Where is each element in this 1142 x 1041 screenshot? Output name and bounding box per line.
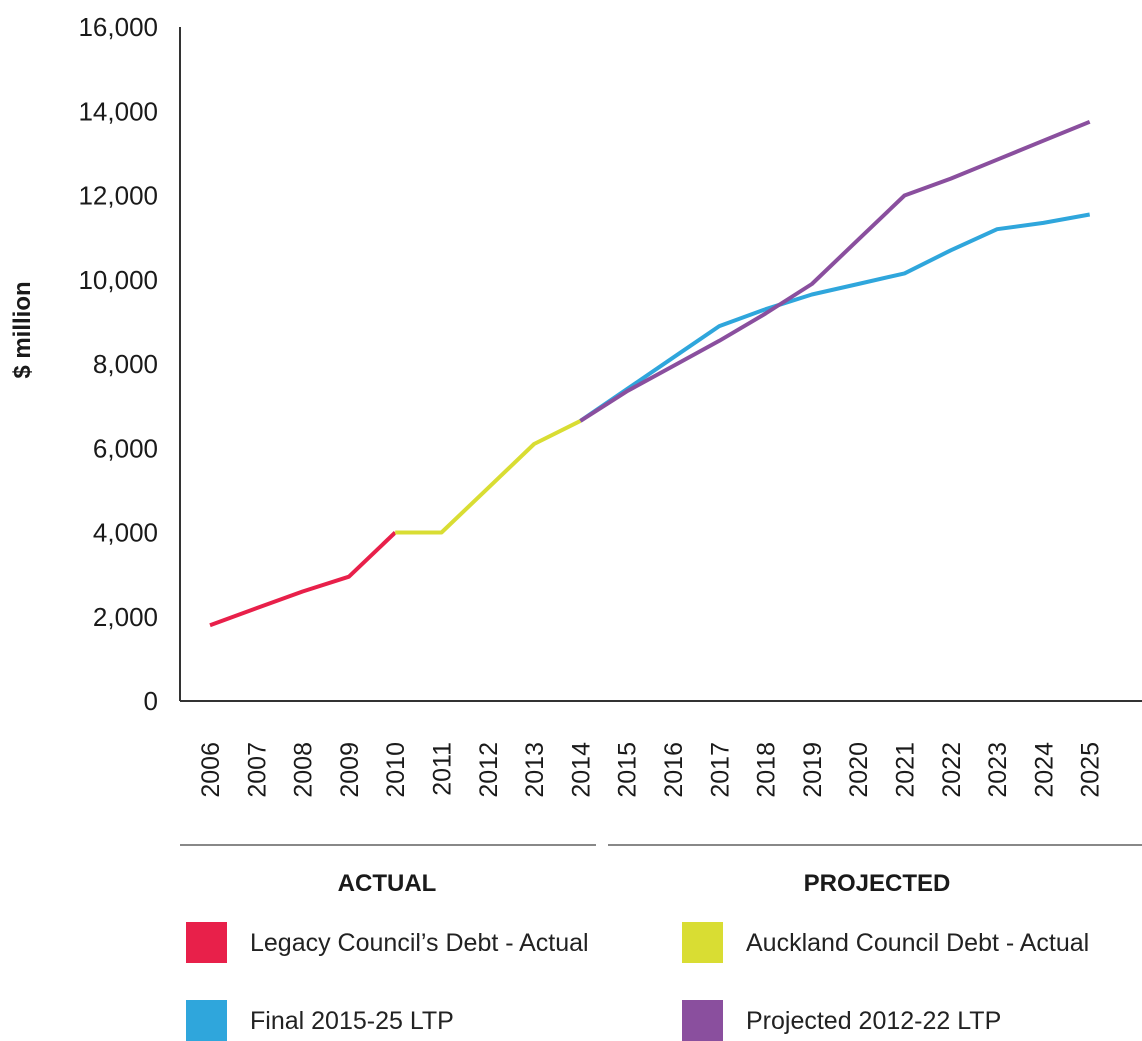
legend-swatch	[682, 1000, 723, 1041]
x-tick-label: 2025	[1077, 742, 1105, 798]
legend-label: Final 2015-25 LTP	[250, 1007, 454, 1035]
y-tick-label: 12,000	[78, 181, 158, 211]
legend-swatch	[186, 1000, 227, 1041]
x-tick-label: 2007	[243, 742, 271, 798]
legend-item-legacy-council-s-debt-actual: Legacy Council’s Debt - Actual	[186, 922, 589, 963]
x-tick-label: 2011	[429, 742, 457, 796]
x-tick-label: 2010	[382, 742, 410, 798]
legend-swatch	[186, 922, 227, 963]
legend-swatch	[682, 922, 723, 963]
x-tick-label: 2018	[753, 742, 781, 798]
x-tick-label: 2020	[845, 742, 873, 798]
y-axis-label: $ million	[9, 281, 36, 378]
x-tick-label: 2017	[706, 742, 734, 798]
y-tick-label: 2,000	[93, 602, 158, 632]
x-tick-label: 2021	[892, 742, 920, 798]
series-line-auckland-council-debt-actual	[395, 419, 582, 535]
y-tick-labels: 0 2,000 4,000 6,000 8,000 10,000 12,000 14,000 1…	[78, 12, 158, 716]
y-tick-label: 6,000	[93, 433, 158, 463]
plot-area	[179, 27, 1142, 702]
y-tick-label: 4,000	[93, 518, 158, 548]
x-tick-label: 2006	[197, 742, 225, 798]
x-tick-label: 2024	[1030, 742, 1058, 798]
x-tick-label: 2022	[938, 742, 966, 798]
x-tick-label: 2015	[614, 742, 642, 798]
x-tick-label: 2019	[799, 742, 827, 798]
series-line-projected-2012-22-ltp	[579, 119, 1091, 423]
section-label-projected: PROJECTED	[804, 870, 951, 897]
legend-item-auckland-council-debt-actual: Auckland Council Debt - Actual	[682, 922, 1089, 963]
x-tick-label: 2012	[475, 742, 503, 798]
legend-item-final-2015-25-ltp: Final 2015-25 LTP	[186, 1000, 454, 1041]
y-tick-label: 0	[144, 686, 158, 716]
x-tick-label: 2023	[984, 742, 1012, 798]
x-tick-labels: 2006 2007 2008 2009 2010 2011 2012 2013 2014 2015…	[197, 742, 1105, 798]
legend-label: Legacy Council’s Debt - Actual	[250, 929, 589, 957]
x-tick-label: 2013	[521, 742, 549, 798]
y-tick-label: 14,000	[78, 96, 158, 126]
legend-label: Auckland Council Debt - Actual	[746, 929, 1089, 957]
x-tick-label: 2016	[660, 742, 688, 798]
x-tick-label: 2014	[567, 742, 595, 798]
legend-label: Projected 2012-22 LTP	[746, 1007, 1001, 1035]
legend: Legacy Council’s Debt - Actual Auckland C…	[186, 922, 1089, 1041]
y-tick-label: 16,000	[78, 12, 158, 42]
series-lines	[209, 119, 1091, 628]
x-tick-label: 2009	[336, 742, 364, 798]
legend-item-projected-2012-22-ltp: Projected 2012-22 LTP	[682, 1000, 1001, 1041]
y-tick-label: 10,000	[78, 265, 158, 295]
series-line-legacy-council-s-debt-actual	[209, 531, 397, 628]
series-line-final-2015-25-ltp	[579, 212, 1091, 423]
x-tick-label: 2008	[290, 742, 318, 798]
section-label-actual: ACTUAL	[338, 870, 437, 897]
y-tick-label: 8,000	[93, 349, 158, 379]
section-brackets: ACTUAL PROJECTED	[180, 844, 1142, 897]
